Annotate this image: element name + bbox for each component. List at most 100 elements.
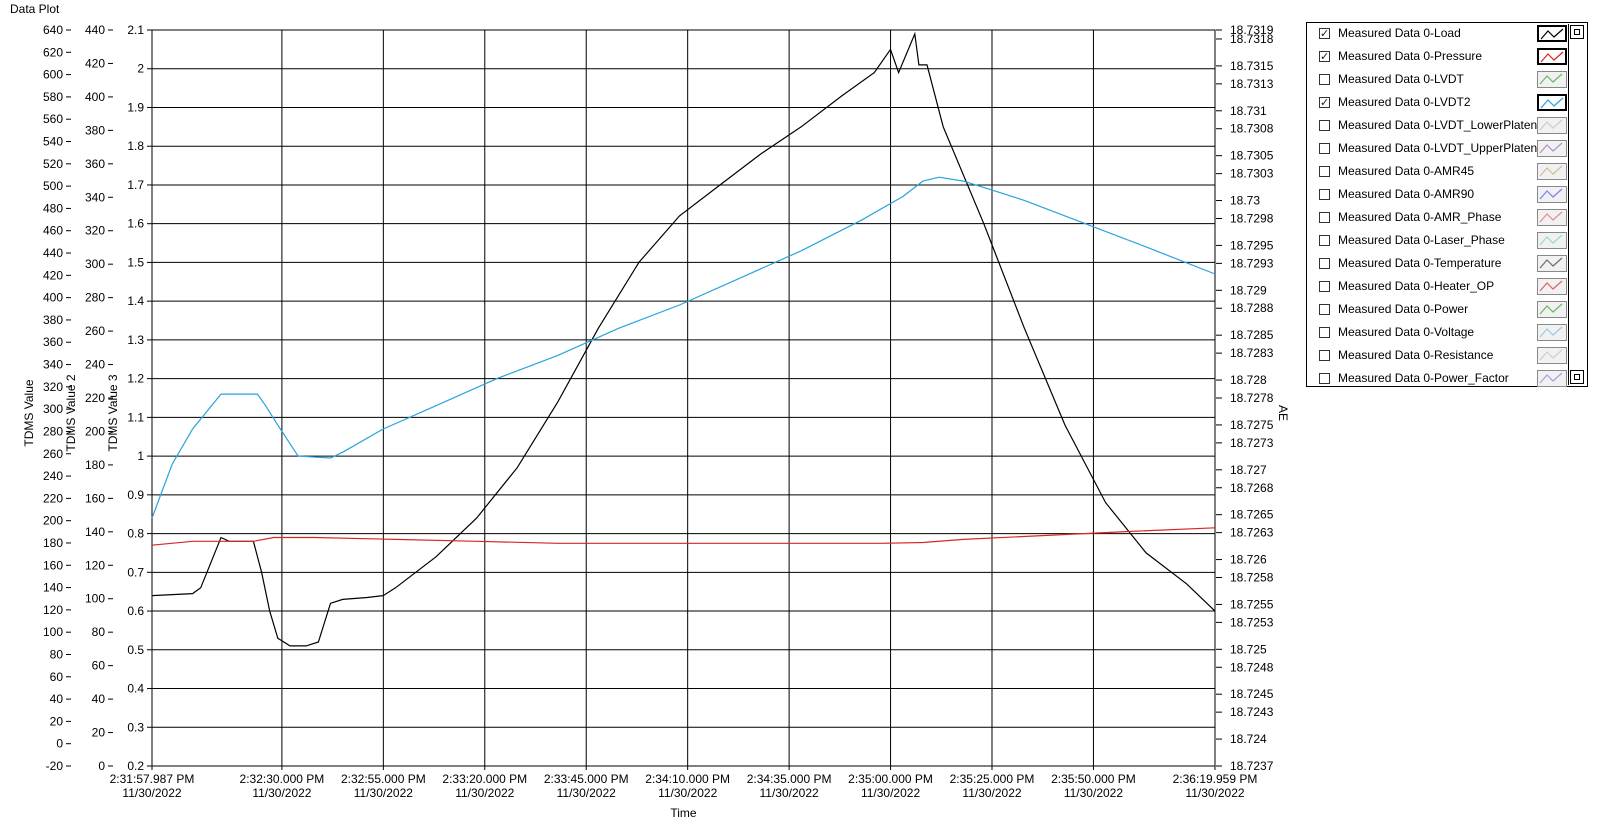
legend-checkbox[interactable]: ✓: [1319, 97, 1330, 109]
legend-label: Measured Data 0-AMR45: [1338, 164, 1475, 178]
scroll-down-button[interactable]: [1570, 370, 1584, 384]
legend-checkbox[interactable]: [1319, 74, 1330, 85]
x-tick-date: 11/30/2022: [861, 786, 920, 800]
y-tick-label: 140: [43, 581, 63, 595]
legend-label: Measured Data 0-Power: [1338, 302, 1469, 316]
y-tick-label: 560: [43, 112, 63, 126]
legend-checkbox[interactable]: [1319, 235, 1330, 246]
legend-item[interactable]: Measured Data 0-AMR90: [1307, 184, 1569, 207]
legend-checkbox[interactable]: ✓: [1319, 51, 1330, 63]
y-tick-label: 18.725: [1230, 642, 1267, 656]
legend-line-swatch-icon[interactable]: [1537, 370, 1567, 387]
x-tick-time: 2:36:19.959 PM: [1173, 772, 1258, 786]
legend-label: Measured Data 0-LVDT_LowerPlaten: [1338, 118, 1538, 132]
y-tick-label: 620: [43, 45, 63, 59]
y-tick-label: 1.5: [127, 255, 144, 269]
y-tick-label: 18.7253: [1230, 615, 1274, 629]
x-axis-title: Time: [670, 806, 697, 820]
legend-line-swatch-icon[interactable]: [1537, 347, 1567, 364]
legend-item[interactable]: Measured Data 0-Heater_OP: [1307, 276, 1569, 299]
y-tick-label: 300: [43, 402, 63, 416]
y-tick-label: 1.6: [127, 217, 144, 231]
legend-checkbox[interactable]: [1319, 327, 1330, 338]
legend-item[interactable]: Measured Data 0-LVDT_UpperPlaten: [1307, 138, 1569, 161]
legend-checkbox[interactable]: [1319, 189, 1330, 200]
legend-line-swatch-icon[interactable]: [1537, 48, 1567, 65]
y-tick-label: 200: [85, 424, 105, 438]
legend-item[interactable]: Measured Data 0-Voltage: [1307, 322, 1569, 345]
legend-line-swatch-icon[interactable]: [1537, 278, 1567, 295]
legend-line-swatch-icon[interactable]: [1537, 209, 1567, 226]
legend-label: Measured Data 0-AMR_Phase: [1338, 210, 1502, 224]
x-tick-time: 2:33:20.000 PM: [442, 772, 527, 786]
legend-line-swatch-icon[interactable]: [1537, 117, 1567, 134]
y-tick-label: 1.2: [127, 372, 144, 386]
legend-line-swatch-icon[interactable]: [1537, 94, 1567, 111]
y-tick-label: 0.8: [127, 527, 144, 541]
legend-checkbox[interactable]: [1319, 166, 1330, 177]
y-tick-label: 60: [92, 659, 106, 673]
y-axis-title: TDMS Value 3: [106, 374, 120, 451]
legend-checkbox[interactable]: [1319, 258, 1330, 269]
x-tick-time: 2:35:25.000 PM: [950, 772, 1035, 786]
legend-line-swatch-icon[interactable]: [1537, 255, 1567, 272]
y-tick-label: 160: [85, 491, 105, 505]
legend-item[interactable]: Measured Data 0-Laser_Phase: [1307, 230, 1569, 253]
legend-label: Measured Data 0-AMR90: [1338, 187, 1475, 201]
legend-item[interactable]: ✓ Measured Data 0-LVDT2: [1307, 92, 1569, 115]
y-tick-label: 18.7248: [1230, 660, 1274, 674]
legend-item[interactable]: Measured Data 0-Temperature: [1307, 253, 1569, 276]
y-tick-label: 500: [43, 179, 63, 193]
y-tick-label: 580: [43, 90, 63, 104]
y-tick-label: 440: [43, 246, 63, 260]
legend-line-swatch-icon[interactable]: [1537, 163, 1567, 180]
x-tick-time: 2:34:10.000 PM: [645, 772, 730, 786]
legend-label: Measured Data 0-Power_Factor: [1338, 371, 1509, 385]
legend-checkbox[interactable]: [1319, 350, 1330, 361]
legend-checkbox[interactable]: ✓: [1319, 28, 1330, 40]
y-tick-label: 220: [85, 391, 105, 405]
legend-line-swatch-icon[interactable]: [1537, 301, 1567, 318]
legend-item[interactable]: ✓ Measured Data 0-Pressure: [1307, 46, 1569, 69]
legend-checkbox[interactable]: [1319, 143, 1330, 154]
legend-item[interactable]: Measured Data 0-Power_Factor: [1307, 368, 1569, 391]
legend-checkbox[interactable]: [1319, 120, 1330, 131]
legend-line-swatch-icon[interactable]: [1537, 140, 1567, 157]
x-tick-date: 11/30/2022: [557, 786, 616, 800]
x-tick-time: 2:32:30.000 PM: [240, 772, 325, 786]
y-tick-label: 0.4: [127, 682, 144, 696]
legend-item[interactable]: Measured Data 0-LVDT: [1307, 69, 1569, 92]
legend-item[interactable]: Measured Data 0-Power: [1307, 299, 1569, 322]
legend-item[interactable]: Measured Data 0-AMR45: [1307, 161, 1569, 184]
legend-label: Measured Data 0-LVDT2: [1338, 95, 1471, 109]
y-tick-label: 1.8: [127, 139, 144, 153]
y-tick-label: 460: [43, 224, 63, 238]
scroll-up-button[interactable]: [1570, 25, 1584, 39]
legend-item[interactable]: ✓ Measured Data 0-Load: [1307, 23, 1569, 46]
legend-checkbox[interactable]: [1319, 373, 1330, 384]
y-tick-label: 60: [50, 670, 64, 684]
y-tick-label: 2: [137, 62, 144, 76]
legend-line-swatch-icon[interactable]: [1537, 324, 1567, 341]
legend-checkbox[interactable]: [1319, 304, 1330, 315]
y-tick-label: 18.7245: [1230, 687, 1274, 701]
y-tick-label: 540: [43, 135, 63, 149]
y-tick-label: 280: [85, 291, 105, 305]
y-tick-label: 260: [43, 447, 63, 461]
legend-checkbox[interactable]: [1319, 212, 1330, 223]
legend-item[interactable]: Measured Data 0-LVDT_LowerPlaten: [1307, 115, 1569, 138]
x-tick-date: 11/30/2022: [1185, 786, 1244, 800]
legend-scrollbar[interactable]: [1568, 24, 1586, 385]
legend-item[interactable]: Measured Data 0-Resistance: [1307, 345, 1569, 368]
legend-line-swatch-icon[interactable]: [1537, 71, 1567, 88]
y-tick-label: 18.7285: [1230, 328, 1274, 342]
legend-item[interactable]: Measured Data 0-AMR_Phase: [1307, 207, 1569, 230]
y-tick-label: 18.7275: [1230, 418, 1274, 432]
y-tick-label: 18.7293: [1230, 256, 1274, 270]
legend-line-swatch-icon[interactable]: [1537, 232, 1567, 249]
legend-line-swatch-icon[interactable]: [1537, 25, 1567, 42]
legend-checkbox[interactable]: [1319, 281, 1330, 292]
legend-line-swatch-icon[interactable]: [1537, 186, 1567, 203]
y-tick-label: 400: [43, 291, 63, 305]
